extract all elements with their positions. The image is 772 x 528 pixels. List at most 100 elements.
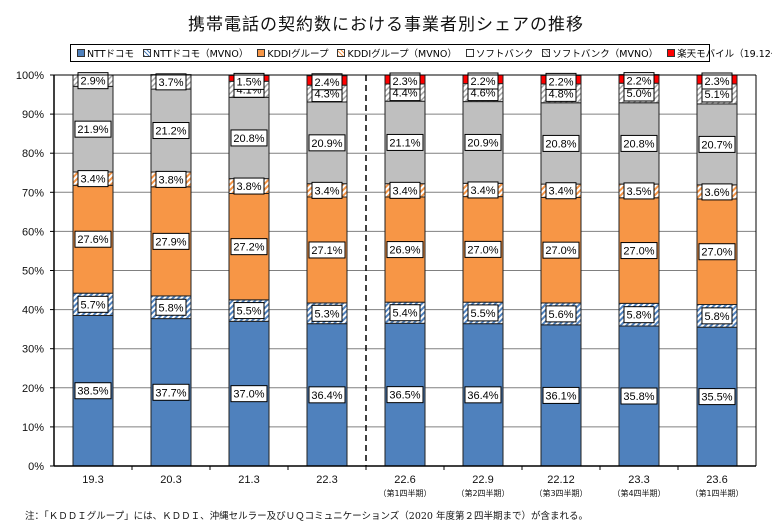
data-label-box — [701, 183, 733, 201]
data-label: 5.4% — [392, 308, 417, 320]
legend-swatch — [667, 49, 676, 57]
x-tick-label: 22.6 — [394, 474, 415, 486]
data-label: 20.8% — [233, 133, 264, 145]
data-label: 35.8% — [623, 391, 654, 403]
x-tick-sublabel: （第1四半期） — [378, 488, 431, 498]
data-label: 27.0% — [701, 247, 732, 259]
data-label: 4.6% — [470, 88, 495, 100]
data-label: 37.7% — [155, 387, 186, 399]
x-tick-label: 22.12 — [547, 474, 575, 486]
x-tick-label: 23.6 — [706, 474, 727, 486]
legend-label: ソフトバンク（MVNO） — [552, 49, 659, 60]
data-label: 3.4% — [548, 186, 573, 198]
data-label: 27.6% — [77, 234, 108, 246]
data-label-box — [545, 72, 577, 90]
legend-label: KDDIグループ — [267, 49, 329, 60]
data-label: 36.4% — [467, 390, 498, 402]
data-label: 20.9% — [467, 137, 498, 149]
y-tick-label: 0% — [28, 461, 44, 473]
data-label: 20.8% — [545, 138, 576, 150]
x-tick-sublabel: （第2四半期） — [456, 488, 509, 498]
legend-label: ソフトバンク — [475, 49, 534, 60]
legend-item: KDDIグループ — [257, 46, 328, 60]
data-label-box — [467, 304, 499, 322]
data-label: 3.4% — [392, 185, 417, 197]
data-label: 3.8% — [236, 181, 261, 193]
data-label: 36.1% — [545, 390, 576, 402]
data-label: 38.5% — [77, 386, 108, 398]
data-label: 5.0% — [626, 88, 651, 100]
data-label: 20.7% — [701, 139, 732, 151]
data-label-box — [701, 72, 733, 90]
y-tick-label: 100% — [16, 70, 44, 82]
y-tick-label: 70% — [22, 187, 44, 199]
data-label: 21.2% — [155, 126, 186, 138]
data-label-box — [230, 238, 268, 256]
data-label: 27.2% — [233, 242, 264, 254]
x-tick-label: 21.3 — [238, 474, 259, 486]
data-label: 3.4% — [80, 174, 105, 186]
data-label-box — [77, 170, 109, 188]
legend-item: ソフトバンク — [465, 46, 534, 60]
data-label-box — [467, 72, 499, 90]
legend-label: NTTドコモ — [87, 49, 135, 60]
data-label: 36.4% — [311, 390, 342, 402]
data-label-box — [542, 241, 580, 259]
y-tick-label: 20% — [22, 383, 44, 395]
x-tick-label: 23.3 — [628, 474, 649, 486]
data-label-box — [545, 305, 577, 323]
data-label: 2.3% — [704, 76, 729, 88]
x-tick-sublabel: （第1四半期） — [690, 488, 743, 498]
legend-item: KDDIグループ（MVNO） — [337, 46, 457, 60]
data-label-box — [386, 386, 424, 404]
data-label: 35.5% — [701, 392, 732, 404]
axes: 0% 10% 20% 30% 40% 50% 60% 70% 80% 90% 100% 19.3 20.… — [16, 70, 757, 498]
legend: NTTドコモ NTTドコモ（MVNO） KDDIグループ KDDIグループ（MVNO）… — [70, 44, 772, 62]
data-label-box — [152, 122, 190, 140]
legend-swatch — [337, 49, 346, 57]
data-label-box — [542, 386, 580, 404]
legend-item: 楽天モバイル（19.12～） — [667, 46, 772, 60]
legend-label: KDDIグループ（MVNO） — [347, 49, 457, 60]
x-tick-sublabel: （第3四半期） — [534, 488, 587, 498]
data-label-box — [467, 181, 499, 199]
data-label-box — [623, 306, 655, 324]
data-label: 5.5% — [470, 308, 495, 320]
legend-label: NTTドコモ（MVNO） — [153, 49, 249, 60]
data-label-box — [464, 240, 502, 258]
data-label: 4.3% — [314, 89, 339, 101]
data-label: 27.1% — [311, 245, 342, 257]
x-tick-label: 20.3 — [160, 474, 181, 486]
data-label-box — [389, 72, 421, 90]
data-label: 5.1% — [704, 89, 729, 101]
legend-swatch — [465, 49, 474, 57]
data-label-box — [620, 387, 658, 405]
data-label-box — [698, 388, 736, 406]
y-tick-label: 10% — [22, 422, 44, 434]
data-label: 5.6% — [548, 309, 573, 321]
legend-item: NTTドコモ（MVNO） — [143, 46, 248, 60]
data-label: 3.6% — [704, 187, 729, 199]
data-label: 3.4% — [314, 185, 339, 197]
legend-item: ソフトバンク（MVNO） — [542, 46, 658, 60]
data-label: 27.0% — [623, 246, 654, 258]
x-tick-label: 22.3 — [316, 474, 337, 486]
legend-swatch — [542, 49, 551, 57]
data-label-box — [77, 295, 109, 313]
legend-swatch — [143, 49, 152, 57]
data-label: 3.5% — [626, 186, 651, 198]
data-label-box — [620, 134, 658, 152]
data-label-box — [233, 302, 265, 320]
data-label-box — [620, 242, 658, 260]
y-tick-label: 60% — [22, 226, 44, 238]
data-label: 1.5% — [236, 76, 261, 88]
data-label: 2.3% — [392, 76, 417, 88]
legend-label: 楽天モバイル（19.12～） — [677, 49, 772, 60]
data-label-box — [308, 241, 346, 259]
data-label-box — [155, 73, 187, 91]
data-label-box — [464, 133, 502, 151]
legend-item: NTTドコモ — [77, 46, 134, 60]
data-label-box — [152, 232, 190, 250]
data-label: 20.9% — [311, 138, 342, 150]
